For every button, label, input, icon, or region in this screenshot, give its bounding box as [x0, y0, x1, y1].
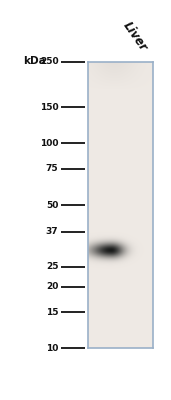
Text: 25: 25 [46, 262, 58, 271]
Text: 50: 50 [46, 200, 58, 210]
Text: 10: 10 [46, 344, 58, 353]
Text: 75: 75 [46, 164, 58, 174]
Text: 20: 20 [46, 282, 58, 291]
Text: 250: 250 [40, 57, 58, 66]
Text: kDa: kDa [23, 56, 45, 66]
Text: 150: 150 [40, 103, 58, 112]
Text: 37: 37 [46, 227, 58, 236]
Text: 15: 15 [46, 308, 58, 317]
Text: 100: 100 [40, 139, 58, 148]
